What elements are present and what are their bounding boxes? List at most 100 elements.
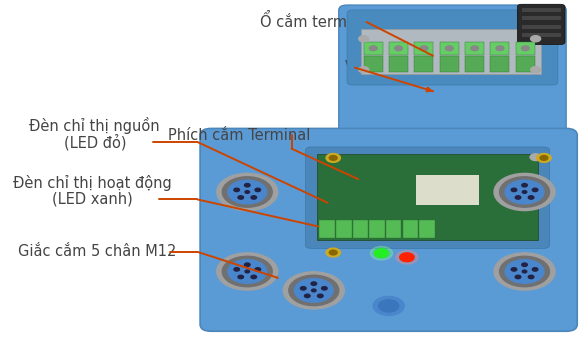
Bar bbox=[465, 42, 484, 55]
Circle shape bbox=[379, 300, 398, 312]
Circle shape bbox=[304, 294, 310, 297]
Circle shape bbox=[532, 188, 538, 192]
Circle shape bbox=[326, 153, 340, 162]
FancyBboxPatch shape bbox=[418, 155, 446, 171]
Circle shape bbox=[523, 191, 527, 193]
Circle shape bbox=[373, 296, 404, 315]
Circle shape bbox=[311, 282, 317, 285]
Bar bbox=[386, 220, 401, 238]
Bar bbox=[364, 56, 383, 72]
FancyBboxPatch shape bbox=[306, 147, 549, 248]
Text: Vỏ: Vỏ bbox=[345, 60, 364, 75]
Circle shape bbox=[300, 287, 306, 290]
Bar bbox=[403, 220, 418, 238]
Bar bbox=[389, 56, 408, 72]
Circle shape bbox=[245, 191, 249, 193]
Circle shape bbox=[528, 196, 534, 199]
Circle shape bbox=[321, 287, 327, 290]
Circle shape bbox=[400, 253, 414, 262]
Circle shape bbox=[295, 279, 333, 302]
Circle shape bbox=[238, 196, 244, 199]
Bar bbox=[415, 42, 433, 55]
Circle shape bbox=[228, 180, 267, 204]
Bar bbox=[522, 8, 561, 12]
Circle shape bbox=[251, 196, 256, 199]
Bar bbox=[364, 42, 383, 55]
Circle shape bbox=[540, 155, 548, 160]
Circle shape bbox=[245, 270, 249, 273]
Circle shape bbox=[522, 263, 527, 266]
Bar bbox=[389, 42, 408, 55]
Circle shape bbox=[228, 260, 267, 283]
Bar bbox=[516, 42, 535, 55]
Text: Đèn chỉ thị nguồn: Đèn chỉ thị nguồn bbox=[30, 117, 160, 134]
Circle shape bbox=[515, 275, 521, 279]
Circle shape bbox=[505, 260, 544, 283]
Circle shape bbox=[234, 268, 240, 271]
Text: Giắc cắm 5 chân M12: Giắc cắm 5 chân M12 bbox=[19, 244, 177, 259]
Circle shape bbox=[329, 250, 337, 255]
Bar bbox=[522, 16, 561, 20]
Circle shape bbox=[374, 249, 389, 258]
Circle shape bbox=[318, 294, 323, 297]
Bar bbox=[491, 42, 509, 55]
FancyBboxPatch shape bbox=[517, 4, 565, 45]
Bar bbox=[522, 33, 561, 37]
FancyBboxPatch shape bbox=[200, 128, 577, 331]
Text: (LED xanh): (LED xanh) bbox=[52, 192, 132, 207]
Bar bbox=[353, 220, 368, 238]
Circle shape bbox=[326, 248, 340, 257]
Circle shape bbox=[255, 268, 260, 271]
Bar bbox=[317, 154, 538, 240]
Circle shape bbox=[531, 36, 541, 42]
Circle shape bbox=[471, 46, 478, 51]
Circle shape bbox=[499, 177, 549, 207]
Bar bbox=[491, 56, 509, 72]
Text: Phích cắm Terminal: Phích cắm Terminal bbox=[168, 128, 310, 143]
Circle shape bbox=[494, 253, 555, 290]
Circle shape bbox=[530, 154, 541, 161]
Circle shape bbox=[217, 173, 278, 211]
Circle shape bbox=[511, 268, 517, 271]
Circle shape bbox=[396, 250, 418, 264]
Bar bbox=[336, 220, 351, 238]
Bar bbox=[440, 42, 459, 55]
Bar bbox=[522, 25, 561, 29]
Circle shape bbox=[255, 188, 260, 192]
Circle shape bbox=[532, 268, 538, 271]
Bar bbox=[369, 220, 385, 238]
Circle shape bbox=[523, 270, 527, 273]
Circle shape bbox=[238, 275, 244, 279]
Circle shape bbox=[222, 177, 272, 207]
Circle shape bbox=[283, 272, 345, 309]
FancyBboxPatch shape bbox=[347, 10, 558, 85]
Bar bbox=[465, 56, 484, 72]
FancyBboxPatch shape bbox=[339, 5, 566, 174]
Circle shape bbox=[358, 67, 369, 73]
Circle shape bbox=[329, 155, 337, 160]
Bar bbox=[516, 56, 535, 72]
Circle shape bbox=[494, 173, 555, 211]
Bar bbox=[320, 220, 335, 238]
Circle shape bbox=[245, 263, 250, 266]
Text: Đèn chỉ thị hoạt động: Đèn chỉ thị hoạt động bbox=[13, 174, 171, 191]
Circle shape bbox=[511, 188, 517, 192]
Circle shape bbox=[521, 46, 529, 51]
Circle shape bbox=[505, 180, 544, 204]
Circle shape bbox=[536, 153, 551, 162]
Circle shape bbox=[251, 275, 256, 279]
Circle shape bbox=[499, 256, 549, 287]
Text: Ổ cắm terminal: Ổ cắm terminal bbox=[260, 14, 374, 30]
Circle shape bbox=[222, 256, 272, 287]
Circle shape bbox=[234, 188, 240, 192]
Circle shape bbox=[515, 196, 521, 199]
Circle shape bbox=[289, 275, 339, 306]
Bar bbox=[361, 29, 541, 74]
Circle shape bbox=[311, 289, 316, 292]
Circle shape bbox=[496, 46, 504, 51]
Circle shape bbox=[522, 184, 527, 187]
Text: (LED đỏ): (LED đỏ) bbox=[63, 134, 126, 150]
Circle shape bbox=[358, 36, 369, 42]
Circle shape bbox=[369, 46, 377, 51]
Circle shape bbox=[395, 46, 403, 51]
